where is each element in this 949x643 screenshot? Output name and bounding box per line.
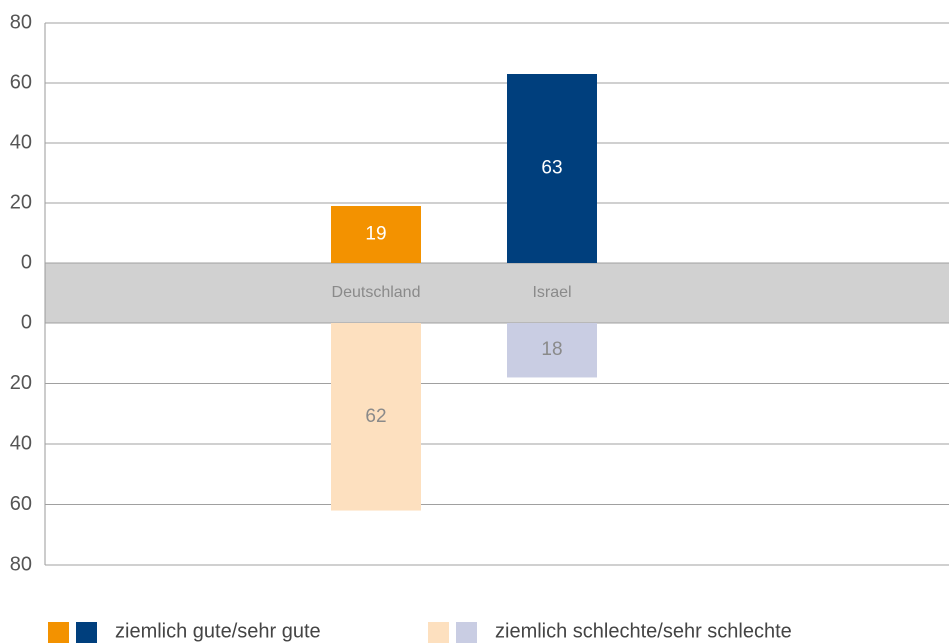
data-label: 63 bbox=[541, 158, 562, 179]
y2-tick-label: 0 bbox=[21, 311, 32, 333]
legend-swatch bbox=[428, 622, 449, 643]
data-label: 18 bbox=[541, 339, 562, 360]
legend-label: ziemlich schlechte/sehr schlechte bbox=[495, 620, 792, 642]
bar bbox=[507, 323, 597, 378]
y2-tick-label: 60 bbox=[10, 493, 32, 515]
legend-swatch bbox=[76, 622, 97, 643]
data-label: 19 bbox=[365, 224, 386, 245]
bar bbox=[331, 323, 421, 511]
data-label: 62 bbox=[365, 406, 386, 427]
category-band bbox=[45, 263, 949, 323]
legend-label: ziemlich gute/sehr gute bbox=[115, 620, 321, 642]
bar bbox=[331, 206, 421, 263]
y2-tick-label: 40 bbox=[10, 432, 32, 454]
x-tick-label: Deutschland bbox=[332, 284, 421, 301]
y-tick-label: 80 bbox=[10, 11, 32, 33]
y2-tick-label: 80 bbox=[10, 553, 32, 575]
x-tick-label: Israel bbox=[532, 284, 571, 301]
y-tick-label: 20 bbox=[10, 191, 32, 213]
y2-tick-label: 20 bbox=[10, 372, 32, 394]
legend-swatch bbox=[48, 622, 69, 643]
y-tick-label: 40 bbox=[10, 131, 32, 153]
y-tick-label: 0 bbox=[21, 251, 32, 273]
bar bbox=[507, 74, 597, 263]
legend-swatch bbox=[456, 622, 477, 643]
y-tick-label: 60 bbox=[10, 71, 32, 93]
